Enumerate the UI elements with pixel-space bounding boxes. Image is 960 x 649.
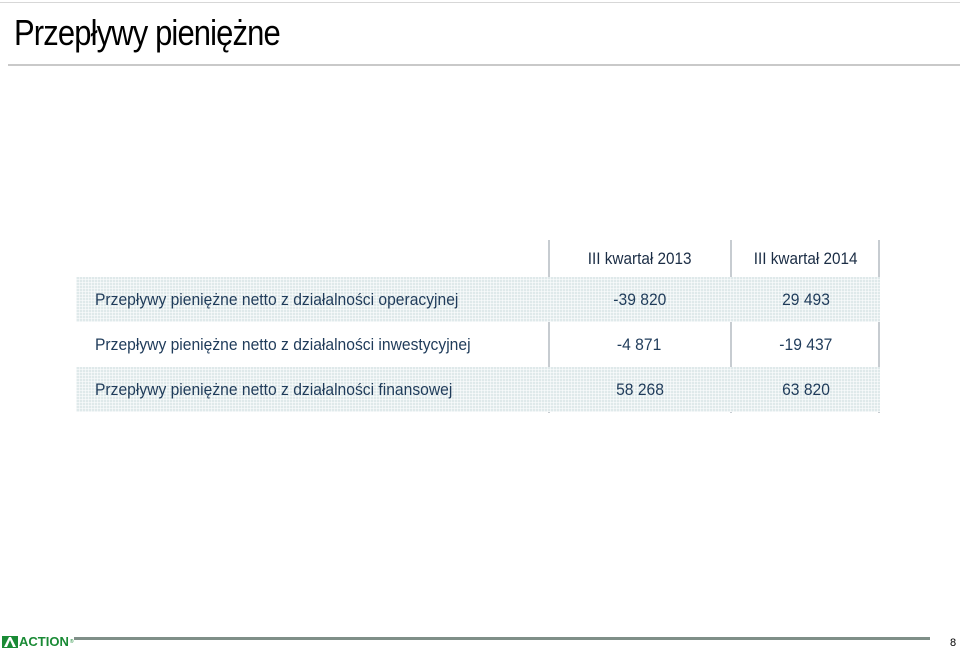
logo-text: ACTION: [19, 634, 69, 649]
value-q3-2014: 63 820: [781, 379, 830, 399]
page-number: 8: [950, 637, 957, 649]
registered-mark: ®: [69, 639, 74, 645]
table-row: Przepływy pieniężne netto z działalności…: [76, 367, 880, 412]
value-q3-2013: -4 871: [617, 334, 662, 354]
header-cell-label: [76, 240, 548, 277]
title-divider: [8, 64, 960, 66]
cash-flow-table: III kwartał 2013 III kwartał 2014 Przepł…: [76, 240, 880, 413]
value-q3-2013: 58 268: [615, 379, 664, 399]
footer-divider: [74, 637, 930, 640]
row-label: Przepływy pieniężne netto z działalności…: [95, 289, 459, 309]
value-q3-2014: 29 493: [781, 289, 830, 309]
value-q3-2013: -39 820: [612, 289, 667, 309]
row-label: Przepływy pieniężne netto z działalności…: [95, 334, 471, 354]
column-divider: [730, 240, 732, 413]
page-title: Przepływy pieniężne: [14, 12, 281, 53]
top-border-line: [0, 2, 960, 3]
row-label: Przepływy pieniężne netto z działalności…: [95, 379, 453, 399]
action-logo: ACTION ®: [2, 635, 74, 649]
header-cell-q3-2014: III kwartał 2014: [753, 249, 858, 268]
table-row: Przepływy pieniężne netto z działalności…: [76, 322, 880, 367]
table-header-row: III kwartał 2013 III kwartał 2014: [76, 240, 880, 277]
table-row: Przepływy pieniężne netto z działalności…: [76, 277, 880, 322]
action-logo-icon: [2, 636, 18, 648]
header-cell-q3-2013: III kwartał 2013: [587, 249, 692, 268]
column-divider: [878, 240, 880, 413]
value-q3-2014: -19 437: [778, 334, 833, 354]
column-divider: [548, 240, 550, 413]
